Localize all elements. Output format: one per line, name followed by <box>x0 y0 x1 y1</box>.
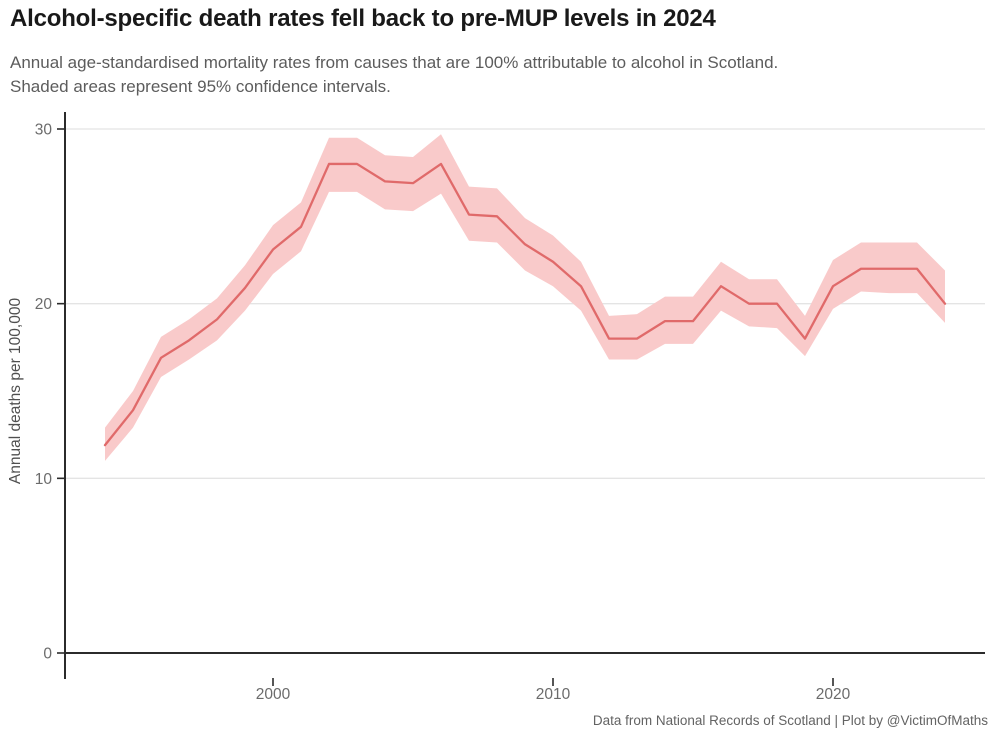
y-tick-label: 0 <box>43 646 52 663</box>
y-gridlines <box>65 128 985 479</box>
chart-subtitle-line1: Annual age-standardised mortality rates … <box>10 53 779 72</box>
x-tick-label: 2020 <box>816 686 851 703</box>
x-axis: 2000 2010 2020 <box>256 678 851 703</box>
y-axis: 0 10 20 30 <box>35 122 65 663</box>
y-tick-label: 20 <box>35 296 53 313</box>
chart-subtitle-line2: Shaded areas represent 95% confidence in… <box>10 77 391 96</box>
y-tick-label: 10 <box>35 471 53 488</box>
confidence-band <box>105 134 945 461</box>
chart-caption: Data from National Records of Scotland |… <box>592 713 988 728</box>
x-tick-label: 2000 <box>256 686 291 703</box>
rate-line <box>103 162 947 447</box>
chart-subtitle: Annual age-standardised mortality rates … <box>10 51 778 99</box>
x-tick-label: 2010 <box>536 686 571 703</box>
y-tick-label: 30 <box>35 122 53 139</box>
y-axis-title: Annual deaths per 100,000 <box>7 298 24 485</box>
chart-title: Alcohol-specific death rates fell back t… <box>10 5 716 32</box>
